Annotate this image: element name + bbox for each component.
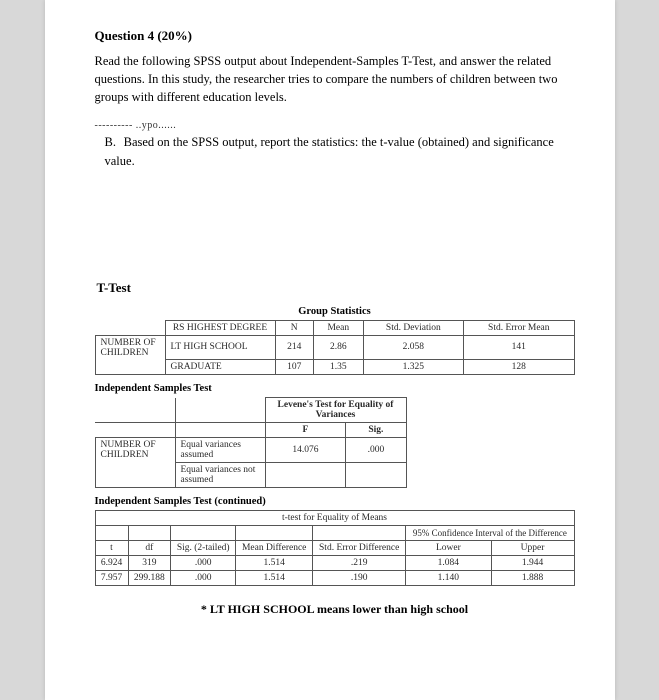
ist-label: Independent Samples Test — [95, 383, 575, 394]
ist-continued-label: Independent Samples Test (continued) — [95, 496, 575, 507]
levene-header: Levene's Test for Equality of Variances — [265, 398, 406, 423]
col-n: N — [275, 320, 313, 335]
levene-sig: Sig. — [346, 423, 406, 438]
col-t: t — [95, 541, 128, 556]
col-std-err: Std. Error Mean — [464, 320, 574, 335]
group-statistics-table: RS HIGHEST DEGREE N Mean Std. Deviation … — [95, 320, 575, 376]
col-upper: Upper — [491, 541, 574, 556]
question-body: Read the following SPSS output about Ind… — [95, 52, 575, 106]
question-title: Question 4 (20%) — [95, 28, 575, 44]
continued-caption: t-test for Equality of Means — [95, 511, 574, 526]
table-row: 7.957 299.188 .000 1.514 .190 1.140 1.88… — [95, 571, 574, 586]
part-b-text: B. Based on the SPSS output, report the … — [105, 133, 575, 169]
table-row: NUMBER OF CHILDREN LT HIGH SCHOOL 214 2.… — [95, 335, 574, 360]
document-page: Question 4 (20%) Read the following SPSS… — [45, 0, 615, 700]
col-std-dev: Std. Deviation — [363, 320, 463, 335]
col-lower: Lower — [406, 541, 491, 556]
col-sig2: Sig. (2-tailed) — [171, 541, 236, 556]
part-b-body: Based on the SPSS output, report the sta… — [105, 135, 554, 167]
ttest-heading: T-Test — [97, 280, 575, 296]
levene-f: F — [265, 423, 346, 438]
table-row: 6.924 319 .000 1.514 .219 1.084 1.944 — [95, 556, 574, 571]
part-b-label: B. — [105, 133, 121, 151]
row-label: NUMBER OF CHILDREN — [95, 335, 165, 360]
table-row: NUMBER OF CHILDREN Equal variances assum… — [95, 438, 406, 463]
col-mean: Mean — [313, 320, 363, 335]
separator-dots: ---------- ..ypo...... — [95, 120, 575, 131]
group-stats-caption: Group Statistics — [95, 306, 575, 317]
col-sediff: Std. Error Difference — [313, 541, 406, 556]
table-row: GRADUATE 107 1.35 1.325 128 — [95, 360, 574, 375]
col-df: df — [128, 541, 171, 556]
continued-table: t-test for Equality of Means 95% Confide… — [95, 510, 575, 586]
ci-label: 95% Confidence Interval of the Differenc… — [406, 526, 574, 541]
table-row: Equal variances not assumed — [95, 463, 406, 488]
levene-table: Levene's Test for Equality of Variances … — [95, 397, 407, 488]
col-degree: RS HIGHEST DEGREE — [165, 320, 275, 335]
col-mdiff: Mean Difference — [236, 541, 313, 556]
footnote: * LT HIGH SCHOOL means lower than high s… — [95, 602, 575, 617]
